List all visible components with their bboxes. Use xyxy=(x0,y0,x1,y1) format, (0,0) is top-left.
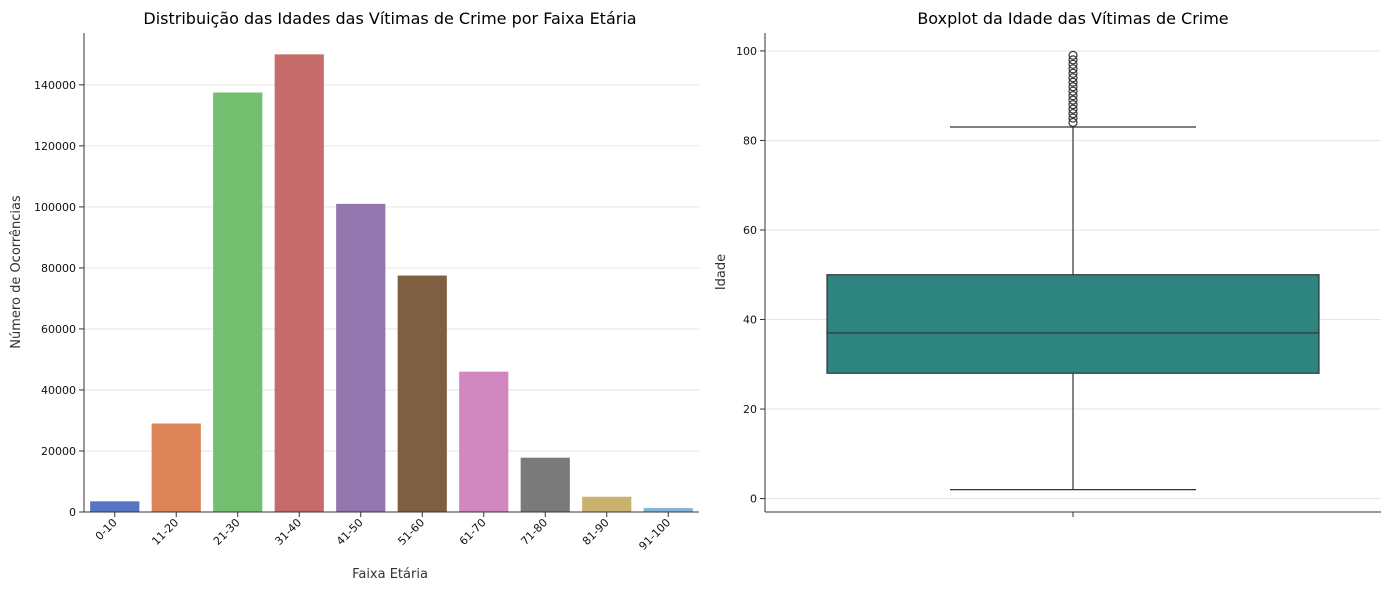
outlier-point xyxy=(1068,55,1078,65)
bar-y-tick-label: 60000 xyxy=(41,323,76,336)
box-y-axis-label: Idade xyxy=(714,254,729,290)
outlier-point xyxy=(1068,108,1078,119)
bar-71-80 xyxy=(520,457,570,512)
outlier-point xyxy=(1068,59,1078,69)
outlier-point xyxy=(1068,113,1078,123)
box-marks xyxy=(826,50,1320,491)
bar-31-40 xyxy=(274,54,324,512)
bar-x-ticks: 0-10 11-20 21-30 31-40 41-50 51-60 61-70 71-80 8… xyxy=(93,512,673,553)
outlier-point xyxy=(1068,73,1078,83)
bar-61-70 xyxy=(459,371,509,512)
bar-x-tick-label: 41-50 xyxy=(334,516,366,548)
bar-x-tick-label: 91-100 xyxy=(636,516,673,553)
box-y-tick-label: 60 xyxy=(743,224,757,237)
bar-x-tick-label: 0-10 xyxy=(93,516,120,543)
box-y-tick-label: 80 xyxy=(743,134,757,147)
outlier-point xyxy=(1068,95,1078,105)
bar-y-tick-label: 120000 xyxy=(34,140,76,153)
box-y-ticks: 0 20 40 60 80 100 xyxy=(736,45,765,506)
bar-chart: Distribuição das Idades das Vítimas de C… xyxy=(9,9,699,582)
bar-y-tick-label: 0 xyxy=(69,506,76,519)
outlier-point xyxy=(1068,77,1078,87)
outlier-point xyxy=(1068,64,1078,74)
bar-11-20 xyxy=(151,423,201,512)
bar-y-axis-label: Número de Ocorrências xyxy=(9,195,24,349)
bar-gridlines xyxy=(84,84,699,452)
outlier-point xyxy=(1068,50,1078,60)
outlier-point xyxy=(1068,117,1078,128)
box-y-tick-label: 40 xyxy=(743,314,757,327)
iqr-box xyxy=(826,274,1320,374)
bar-y-tick-label: 140000 xyxy=(34,79,76,92)
outlier-point xyxy=(1068,91,1078,101)
box-chart: Boxplot da Idade das Vítimas de Crime 0 2… xyxy=(714,9,1381,517)
bar-0-10 xyxy=(90,501,140,512)
bar-x-axis-label: Faixa Etária xyxy=(352,567,428,582)
outlier-point xyxy=(1068,100,1078,110)
bar-y-tick-label: 100000 xyxy=(34,201,76,214)
bar-x-tick-label: 61-70 xyxy=(457,516,489,548)
outlier-point xyxy=(1068,82,1078,92)
bar-41-50 xyxy=(336,203,386,512)
bar-81-90 xyxy=(582,496,632,512)
bar-x-tick-label: 21-30 xyxy=(211,516,243,548)
bar-x-tick-label: 51-60 xyxy=(395,516,427,548)
outlier-point xyxy=(1068,86,1078,96)
box-chart-title: Boxplot da Idade das Vítimas de Crime xyxy=(917,9,1228,28)
bar-x-tick-label: 11-20 xyxy=(149,516,181,548)
bar-x-tick-label: 81-90 xyxy=(580,516,612,548)
bar-x-tick-label: 71-80 xyxy=(518,516,550,548)
bar-91-100 xyxy=(643,508,693,512)
box-y-tick-label: 20 xyxy=(743,403,757,416)
outlier-point xyxy=(1068,104,1078,114)
bar-chart-title: Distribuição das Idades das Vítimas de C… xyxy=(143,9,636,28)
bar-51-60 xyxy=(397,275,447,512)
box-y-tick-label: 0 xyxy=(750,493,757,506)
bar-y-tick-label: 20000 xyxy=(41,445,76,458)
bar-y-ticks: 0 20000 40000 60000 80000 100000 120000 140000 xyxy=(34,79,84,519)
bar-21-30 xyxy=(213,92,263,513)
bar-x-tick-label: 31-40 xyxy=(272,516,304,548)
outlier-point xyxy=(1068,68,1078,78)
bar-marks xyxy=(90,54,693,513)
bar-y-tick-label: 80000 xyxy=(41,262,76,275)
box-y-tick-label: 100 xyxy=(736,45,757,58)
bar-y-tick-label: 40000 xyxy=(41,384,76,397)
